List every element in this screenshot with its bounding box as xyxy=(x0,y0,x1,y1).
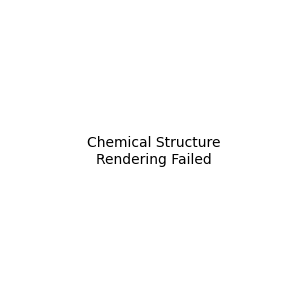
Text: Chemical Structure
Rendering Failed: Chemical Structure Rendering Failed xyxy=(87,136,220,166)
